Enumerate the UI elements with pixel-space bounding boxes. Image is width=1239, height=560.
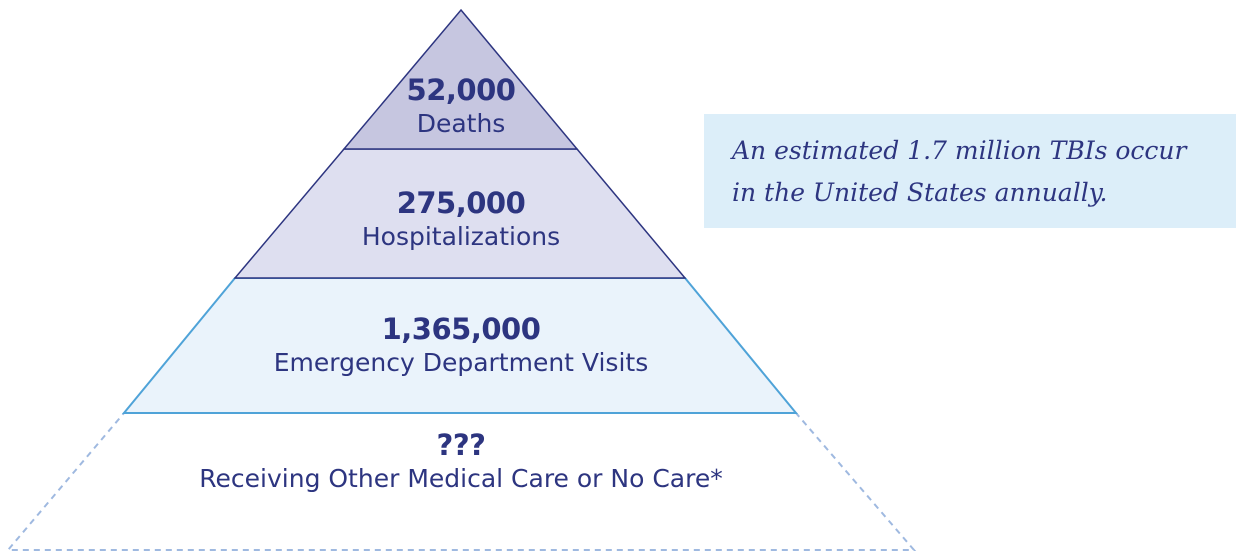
emergency-visits-count: 1,365,000 bbox=[381, 312, 541, 346]
other-care-caption: Receiving Other Medical Care or No Care* bbox=[199, 464, 723, 493]
annual-estimate-callout: An estimated 1.7 million TBIs occur in t… bbox=[704, 114, 1236, 228]
tier-label-emergency-department-visits: 1,365,000 Emergency Department Visits bbox=[211, 311, 711, 379]
hospitalizations-count: 275,000 bbox=[396, 186, 526, 220]
deaths-caption: Deaths bbox=[416, 109, 506, 138]
tier-label-other-care: ??? Receiving Other Medical Care or No C… bbox=[111, 427, 811, 495]
tier-deaths bbox=[342, 8, 579, 150]
tier-label-deaths: 52,000 Deaths bbox=[361, 72, 561, 140]
tier-base-receiving-other-care bbox=[5, 412, 917, 551]
hospitalizations-caption: Hospitalizations bbox=[361, 222, 561, 251]
annual-estimate-text: An estimated 1.7 million TBIs occur in t… bbox=[732, 136, 1187, 207]
deaths-count: 52,000 bbox=[406, 73, 516, 107]
emergency-visits-caption: Emergency Department Visits bbox=[273, 348, 649, 377]
other-care-count: ??? bbox=[436, 428, 486, 462]
tier-label-hospitalizations: 275,000 Hospitalizations bbox=[301, 185, 621, 253]
